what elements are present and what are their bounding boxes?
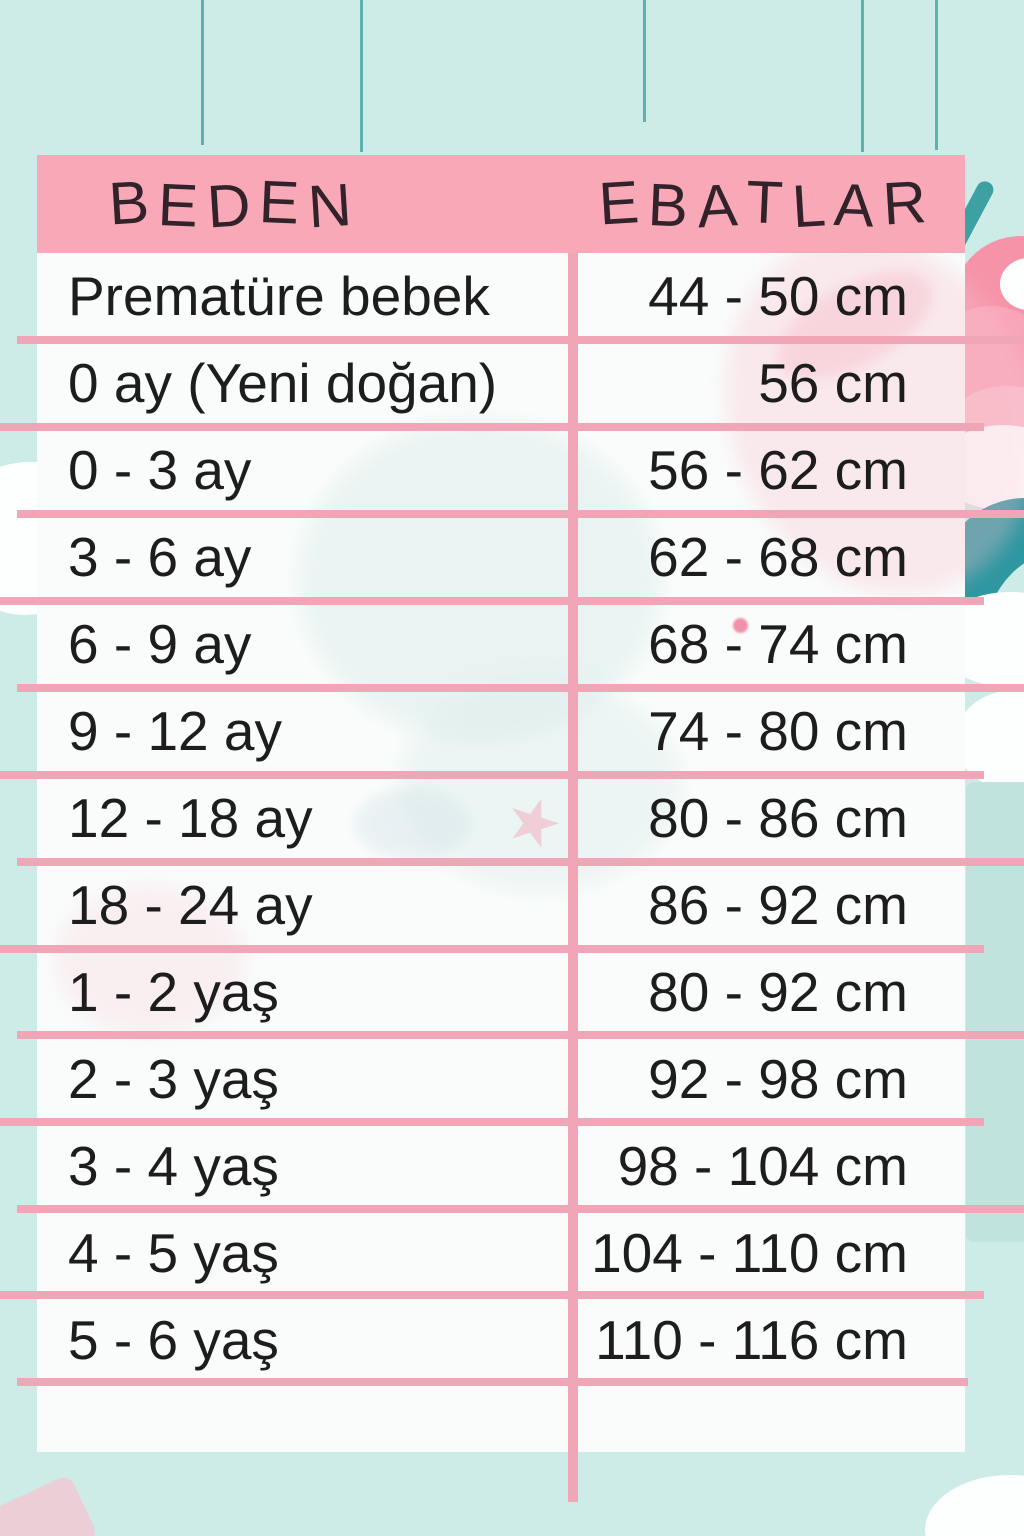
pink-corner-decoration — [0, 1473, 99, 1536]
hanging-string — [643, 0, 646, 122]
row-divider — [0, 1291, 984, 1299]
table-header: BEDEN EBATLAR — [37, 155, 965, 253]
range-cell: 62 - 68 cm — [648, 526, 908, 588]
row-divider — [17, 1205, 1024, 1213]
table-background — [37, 155, 965, 1452]
range-cell: 92 - 98 cm — [648, 1048, 908, 1110]
range-cell: 86 - 92 cm — [648, 874, 908, 936]
range-cell: 104 - 110 cm — [591, 1222, 908, 1284]
hanging-string — [201, 0, 204, 145]
size-cell: 5 - 6 yaş — [68, 1309, 279, 1371]
size-cell: 1 - 2 yaş — [68, 961, 279, 1023]
hanging-string — [360, 0, 363, 152]
table-row: 9 - 12 ay 74 - 80 cm — [37, 688, 965, 775]
table-row: 3 - 6 ay 62 - 68 cm — [37, 514, 965, 601]
row-divider — [17, 858, 1024, 866]
size-cell: 9 - 12 ay — [68, 700, 283, 762]
table-row: 6 - 9 ay 68 - 74 cm — [37, 601, 965, 688]
range-cell: 80 - 86 cm — [648, 787, 908, 849]
range-cell: 80 - 92 cm — [648, 961, 908, 1023]
size-cell: 18 - 24 ay — [68, 874, 313, 936]
table-row: 12 - 18 ay 80 - 86 cm — [37, 775, 965, 862]
header-dimensions-column: EBATLAR — [597, 166, 938, 240]
table-row: 4 - 5 yaş 104 - 110 cm — [37, 1210, 965, 1297]
range-cell: 68 - 74 cm — [648, 613, 908, 675]
range-cell: 74 - 80 cm — [648, 700, 908, 762]
table-row: 1 - 2 yaş 80 - 92 cm — [37, 949, 965, 1036]
table-row: Prematüre bebek 44 - 50 cm — [37, 253, 965, 340]
size-cell: 12 - 18 ay — [68, 787, 313, 849]
hanging-string — [861, 0, 864, 152]
range-cell: 56 - 62 cm — [648, 439, 908, 501]
range-cell: 98 - 104 cm — [617, 1135, 908, 1197]
row-divider — [17, 1378, 968, 1386]
table-row: 3 - 4 yaş 98 - 104 cm — [37, 1123, 965, 1210]
row-divider — [0, 945, 984, 953]
table-row: 0 ay (Yeni doğan) 56 cm — [37, 340, 965, 427]
size-cell: 0 - 3 ay — [68, 439, 252, 501]
cloud-decoration — [925, 1475, 1024, 1536]
range-cell: 44 - 50 cm — [648, 265, 908, 327]
row-divider — [0, 771, 984, 779]
size-cell: 2 - 3 yaş — [68, 1048, 279, 1110]
size-cell: 0 ay (Yeni doğan) — [68, 352, 498, 414]
row-divider — [17, 336, 1024, 344]
size-cell: 3 - 6 ay — [68, 526, 252, 588]
table-row: 18 - 24 ay 86 - 92 cm — [37, 862, 965, 949]
range-cell: 56 cm — [758, 352, 908, 414]
hanging-string — [935, 0, 938, 150]
mint-strip-decoration — [966, 782, 1024, 1242]
size-cell: 4 - 5 yaş — [68, 1222, 279, 1284]
row-divider — [0, 1118, 984, 1126]
row-divider — [17, 1031, 1024, 1039]
range-cell: 110 - 116 cm — [595, 1309, 908, 1371]
table-rows: Prematüre bebek 44 - 50 cm 0 ay (Yeni do… — [37, 253, 965, 1384]
column-divider — [568, 253, 578, 1502]
size-cell: 3 - 4 yaş — [68, 1135, 279, 1197]
header-size-column: BEDEN — [106, 167, 363, 241]
size-cell: 6 - 9 ay — [68, 613, 252, 675]
table-row: 0 - 3 ay 56 - 62 cm — [37, 427, 965, 514]
table-row: 2 - 3 yaş 92 - 98 cm — [37, 1036, 965, 1123]
table-row: 5 - 6 yaş 110 - 116 cm — [37, 1297, 965, 1384]
size-cell: Prematüre bebek — [68, 265, 490, 327]
